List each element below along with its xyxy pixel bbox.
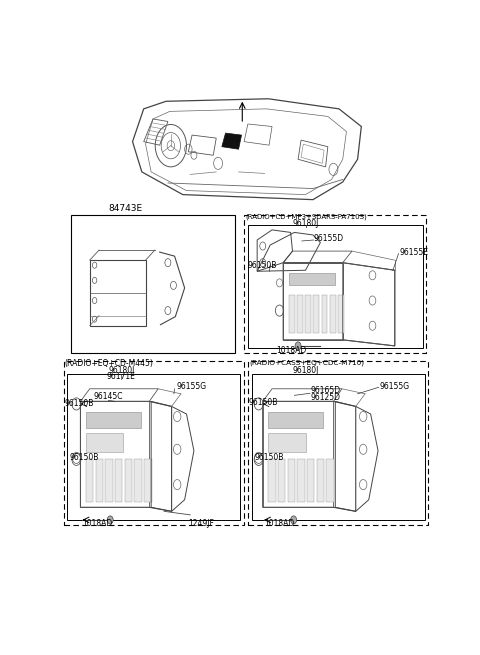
Bar	[125, 459, 132, 502]
Bar	[330, 295, 336, 333]
Bar	[305, 295, 311, 333]
Text: 96125D: 96125D	[311, 393, 340, 402]
Bar	[297, 459, 305, 502]
Bar	[278, 459, 286, 502]
Circle shape	[107, 516, 113, 524]
Bar	[86, 459, 94, 502]
Text: 96180J: 96180J	[292, 365, 319, 375]
Bar	[86, 413, 141, 428]
Bar	[106, 459, 113, 502]
Text: 1249JF: 1249JF	[188, 519, 214, 528]
Text: 96150B: 96150B	[69, 453, 99, 462]
Text: 1018AD: 1018AD	[276, 346, 307, 355]
Bar	[268, 459, 276, 502]
Text: 96171E: 96171E	[107, 371, 136, 381]
Bar	[268, 413, 324, 428]
Bar	[297, 295, 303, 333]
Bar	[317, 459, 324, 502]
Text: 96150B: 96150B	[249, 398, 278, 407]
Text: 96150B: 96150B	[248, 261, 277, 270]
Bar	[338, 295, 344, 333]
Text: 96155G: 96155G	[379, 382, 409, 391]
Text: 1018AD: 1018AD	[83, 519, 113, 528]
Bar	[244, 215, 426, 354]
Polygon shape	[222, 133, 241, 149]
Bar	[326, 459, 334, 502]
Bar	[248, 225, 423, 348]
Bar	[67, 373, 240, 520]
Circle shape	[295, 342, 301, 350]
Bar	[248, 361, 428, 525]
Text: 96155E: 96155E	[399, 248, 428, 257]
Text: 96145C: 96145C	[94, 392, 123, 402]
Bar	[86, 433, 123, 452]
Bar	[288, 459, 295, 502]
Bar	[289, 272, 335, 286]
Bar	[322, 295, 327, 333]
Bar	[144, 459, 152, 502]
Text: (RADIO+CD+MP3+SDARS-PA710S): (RADIO+CD+MP3+SDARS-PA710S)	[245, 214, 367, 220]
Text: 96180J: 96180J	[108, 365, 134, 375]
Bar	[268, 433, 306, 452]
Text: (RADIO+CASS+EQ+CDC-M710): (RADIO+CASS+EQ+CDC-M710)	[249, 360, 364, 366]
Text: 96165D: 96165D	[311, 386, 340, 395]
Bar	[115, 459, 122, 502]
Text: 96150B: 96150B	[65, 399, 94, 408]
Bar	[134, 459, 142, 502]
Text: 96155D: 96155D	[314, 234, 344, 244]
Bar	[252, 373, 424, 520]
Bar	[307, 459, 314, 502]
Text: 96150B: 96150B	[254, 453, 284, 462]
Bar	[96, 459, 103, 502]
Bar	[313, 295, 319, 333]
Text: 96180J: 96180J	[292, 219, 319, 229]
Bar	[64, 361, 244, 525]
Text: 96155G: 96155G	[176, 382, 206, 391]
Text: (RADIO+EQ+CD-M445): (RADIO+EQ+CD-M445)	[65, 358, 154, 367]
Text: 84743E: 84743E	[108, 204, 142, 214]
Text: 1018AD: 1018AD	[264, 519, 295, 528]
Bar	[289, 295, 295, 333]
Bar	[71, 215, 235, 354]
Circle shape	[290, 516, 297, 524]
